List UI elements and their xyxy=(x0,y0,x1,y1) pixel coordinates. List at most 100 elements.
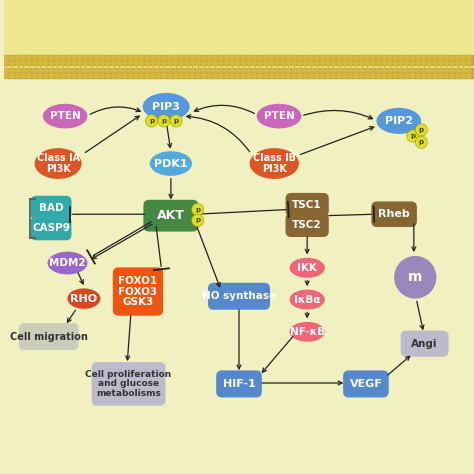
Circle shape xyxy=(111,74,116,78)
Circle shape xyxy=(158,115,170,127)
Circle shape xyxy=(185,74,189,78)
Circle shape xyxy=(179,61,183,65)
Circle shape xyxy=(106,74,110,78)
FancyBboxPatch shape xyxy=(19,323,79,350)
Circle shape xyxy=(253,69,256,73)
Circle shape xyxy=(207,74,211,78)
Circle shape xyxy=(269,74,273,78)
Circle shape xyxy=(303,69,308,73)
Ellipse shape xyxy=(150,151,192,176)
Circle shape xyxy=(269,69,273,73)
Circle shape xyxy=(461,69,465,73)
Circle shape xyxy=(399,74,403,78)
Circle shape xyxy=(456,61,460,65)
Circle shape xyxy=(410,74,415,78)
Circle shape xyxy=(179,69,183,73)
Circle shape xyxy=(111,69,116,73)
Circle shape xyxy=(253,56,256,60)
Circle shape xyxy=(16,69,20,73)
Text: PIP3: PIP3 xyxy=(152,101,180,112)
Circle shape xyxy=(134,61,138,65)
Circle shape xyxy=(173,56,178,60)
Circle shape xyxy=(72,69,76,73)
Circle shape xyxy=(450,56,454,60)
Circle shape xyxy=(236,56,240,60)
Circle shape xyxy=(360,69,364,73)
Circle shape xyxy=(145,74,149,78)
Circle shape xyxy=(365,56,369,60)
Circle shape xyxy=(10,56,14,60)
Circle shape xyxy=(44,69,48,73)
Circle shape xyxy=(230,69,234,73)
Circle shape xyxy=(292,61,296,65)
Circle shape xyxy=(410,56,415,60)
Circle shape xyxy=(433,56,437,60)
Circle shape xyxy=(281,69,285,73)
Circle shape xyxy=(444,74,448,78)
Circle shape xyxy=(275,61,279,65)
Ellipse shape xyxy=(67,288,100,309)
Circle shape xyxy=(348,61,353,65)
Circle shape xyxy=(219,69,223,73)
Circle shape xyxy=(156,61,161,65)
Circle shape xyxy=(196,74,200,78)
Circle shape xyxy=(44,56,48,60)
Circle shape xyxy=(467,61,471,65)
Circle shape xyxy=(236,69,240,73)
Text: Class IA
PI3K: Class IA PI3K xyxy=(36,153,80,174)
Circle shape xyxy=(27,74,31,78)
Circle shape xyxy=(89,74,93,78)
Circle shape xyxy=(66,69,71,73)
Circle shape xyxy=(337,69,341,73)
Circle shape xyxy=(309,74,313,78)
Text: PIP2: PIP2 xyxy=(385,116,413,126)
Circle shape xyxy=(376,61,381,65)
Circle shape xyxy=(309,56,313,60)
Circle shape xyxy=(331,56,336,60)
Text: Angi: Angi xyxy=(411,338,438,349)
Circle shape xyxy=(388,74,392,78)
Text: AKT: AKT xyxy=(157,209,185,222)
Circle shape xyxy=(49,61,54,65)
Circle shape xyxy=(78,69,82,73)
Circle shape xyxy=(467,56,471,60)
Text: NF-κB: NF-κB xyxy=(290,327,325,337)
Ellipse shape xyxy=(35,148,82,179)
Circle shape xyxy=(376,74,381,78)
FancyBboxPatch shape xyxy=(401,331,448,357)
Ellipse shape xyxy=(143,93,190,120)
Circle shape xyxy=(27,69,31,73)
Circle shape xyxy=(156,69,161,73)
Circle shape xyxy=(275,56,279,60)
Ellipse shape xyxy=(256,104,301,128)
Circle shape xyxy=(241,74,246,78)
Circle shape xyxy=(354,56,358,60)
Ellipse shape xyxy=(290,290,325,310)
Circle shape xyxy=(27,56,31,60)
Circle shape xyxy=(106,69,110,73)
Circle shape xyxy=(303,61,308,65)
Text: PTEN: PTEN xyxy=(50,111,81,121)
Circle shape xyxy=(94,69,99,73)
Circle shape xyxy=(134,74,138,78)
Circle shape xyxy=(94,56,99,60)
Circle shape xyxy=(16,74,20,78)
Circle shape xyxy=(140,74,144,78)
Circle shape xyxy=(421,56,426,60)
Circle shape xyxy=(281,56,285,60)
Circle shape xyxy=(162,69,166,73)
Circle shape xyxy=(320,56,324,60)
Circle shape xyxy=(253,74,256,78)
Circle shape xyxy=(27,61,31,65)
Text: p: p xyxy=(173,118,179,124)
Circle shape xyxy=(343,61,347,65)
Circle shape xyxy=(433,74,437,78)
Circle shape xyxy=(219,56,223,60)
Circle shape xyxy=(331,69,336,73)
Circle shape xyxy=(213,56,217,60)
Text: p: p xyxy=(161,118,166,124)
Circle shape xyxy=(292,74,296,78)
Circle shape xyxy=(241,61,246,65)
Circle shape xyxy=(162,74,166,78)
Circle shape xyxy=(303,74,308,78)
